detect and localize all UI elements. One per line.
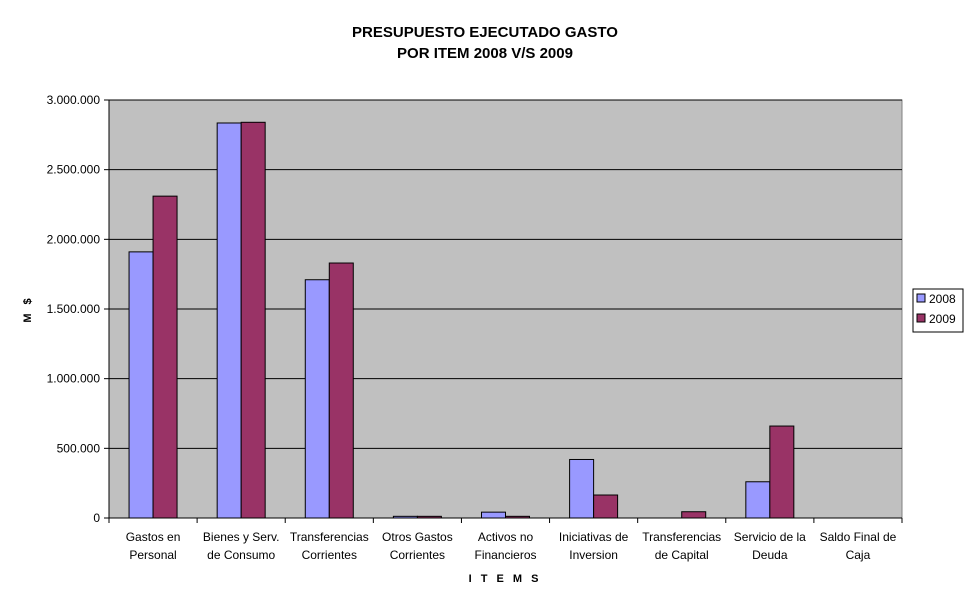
x-tick-label: Transferencias de Capital [642, 530, 721, 562]
chart-title: PRESUPUESTO EJECUTADO GASTO POR ITEM 2008… [352, 24, 618, 62]
x-tick-label: Otros Gastos Corrientes [382, 530, 453, 562]
y-axis-label: M $ [22, 295, 34, 322]
x-tick-label: Servicio de la Deuda [734, 530, 806, 562]
y-tick-labels: 0 500.000 1.000.000 1.500.000 2.000.000 2.500… [47, 93, 101, 525]
y-tick-label: 1.500.000 [47, 302, 101, 316]
chart-title-line: POR ITEM 2008 V/S 2009 [397, 45, 573, 62]
bar-2008 [216, 122, 242, 519]
x-tick-labels: Gastos en Personal Bienes y Serv. de Consum… [126, 530, 897, 562]
bar-2009 [681, 511, 707, 519]
bar-2008 [481, 511, 506, 519]
bar-2009 [240, 121, 266, 519]
y-tick-label: 2.000.000 [47, 232, 101, 246]
y-tick-label: 2.500.000 [47, 163, 101, 177]
x-tick-label: Saldo Final de Caja [820, 530, 897, 562]
x-tick-label: Bienes y Serv. de Consumo [203, 530, 279, 562]
bar-2009 [152, 195, 178, 519]
legend-swatch-2009 [916, 313, 926, 323]
bar-2008 [304, 279, 330, 519]
bar-2008 [128, 251, 154, 519]
y-tick-label: 500.000 [57, 441, 101, 455]
y-tick-label: 1.000.000 [47, 372, 101, 386]
bar-2009 [769, 425, 795, 519]
x-tick-label: Gastos en Personal [126, 530, 181, 562]
x-tick-label: Transferencias Corrientes [290, 530, 369, 562]
bar-2009 [593, 494, 619, 519]
bar-2009 [328, 262, 354, 519]
legend-label-2009: 2009 [929, 312, 956, 326]
bar-2008 [745, 481, 771, 519]
chart-title-line: PRESUPUESTO EJECUTADO GASTO [352, 24, 618, 41]
y-tick-label: 3.000.000 [47, 93, 101, 107]
x-tick-label: Activos no Financieros [474, 530, 536, 562]
x-tick-label: Iniciativas de Inversion [559, 530, 629, 562]
bars [128, 121, 795, 519]
legend-label-2008: 2008 [929, 292, 956, 306]
legend: 2008 2009 [912, 288, 964, 333]
axes [104, 99, 903, 523]
y-tick-label: 0 [93, 511, 100, 525]
legend-swatch-2008 [916, 293, 926, 303]
bar-2008 [569, 458, 595, 519]
x-axis-label: I T E M S [469, 573, 542, 585]
